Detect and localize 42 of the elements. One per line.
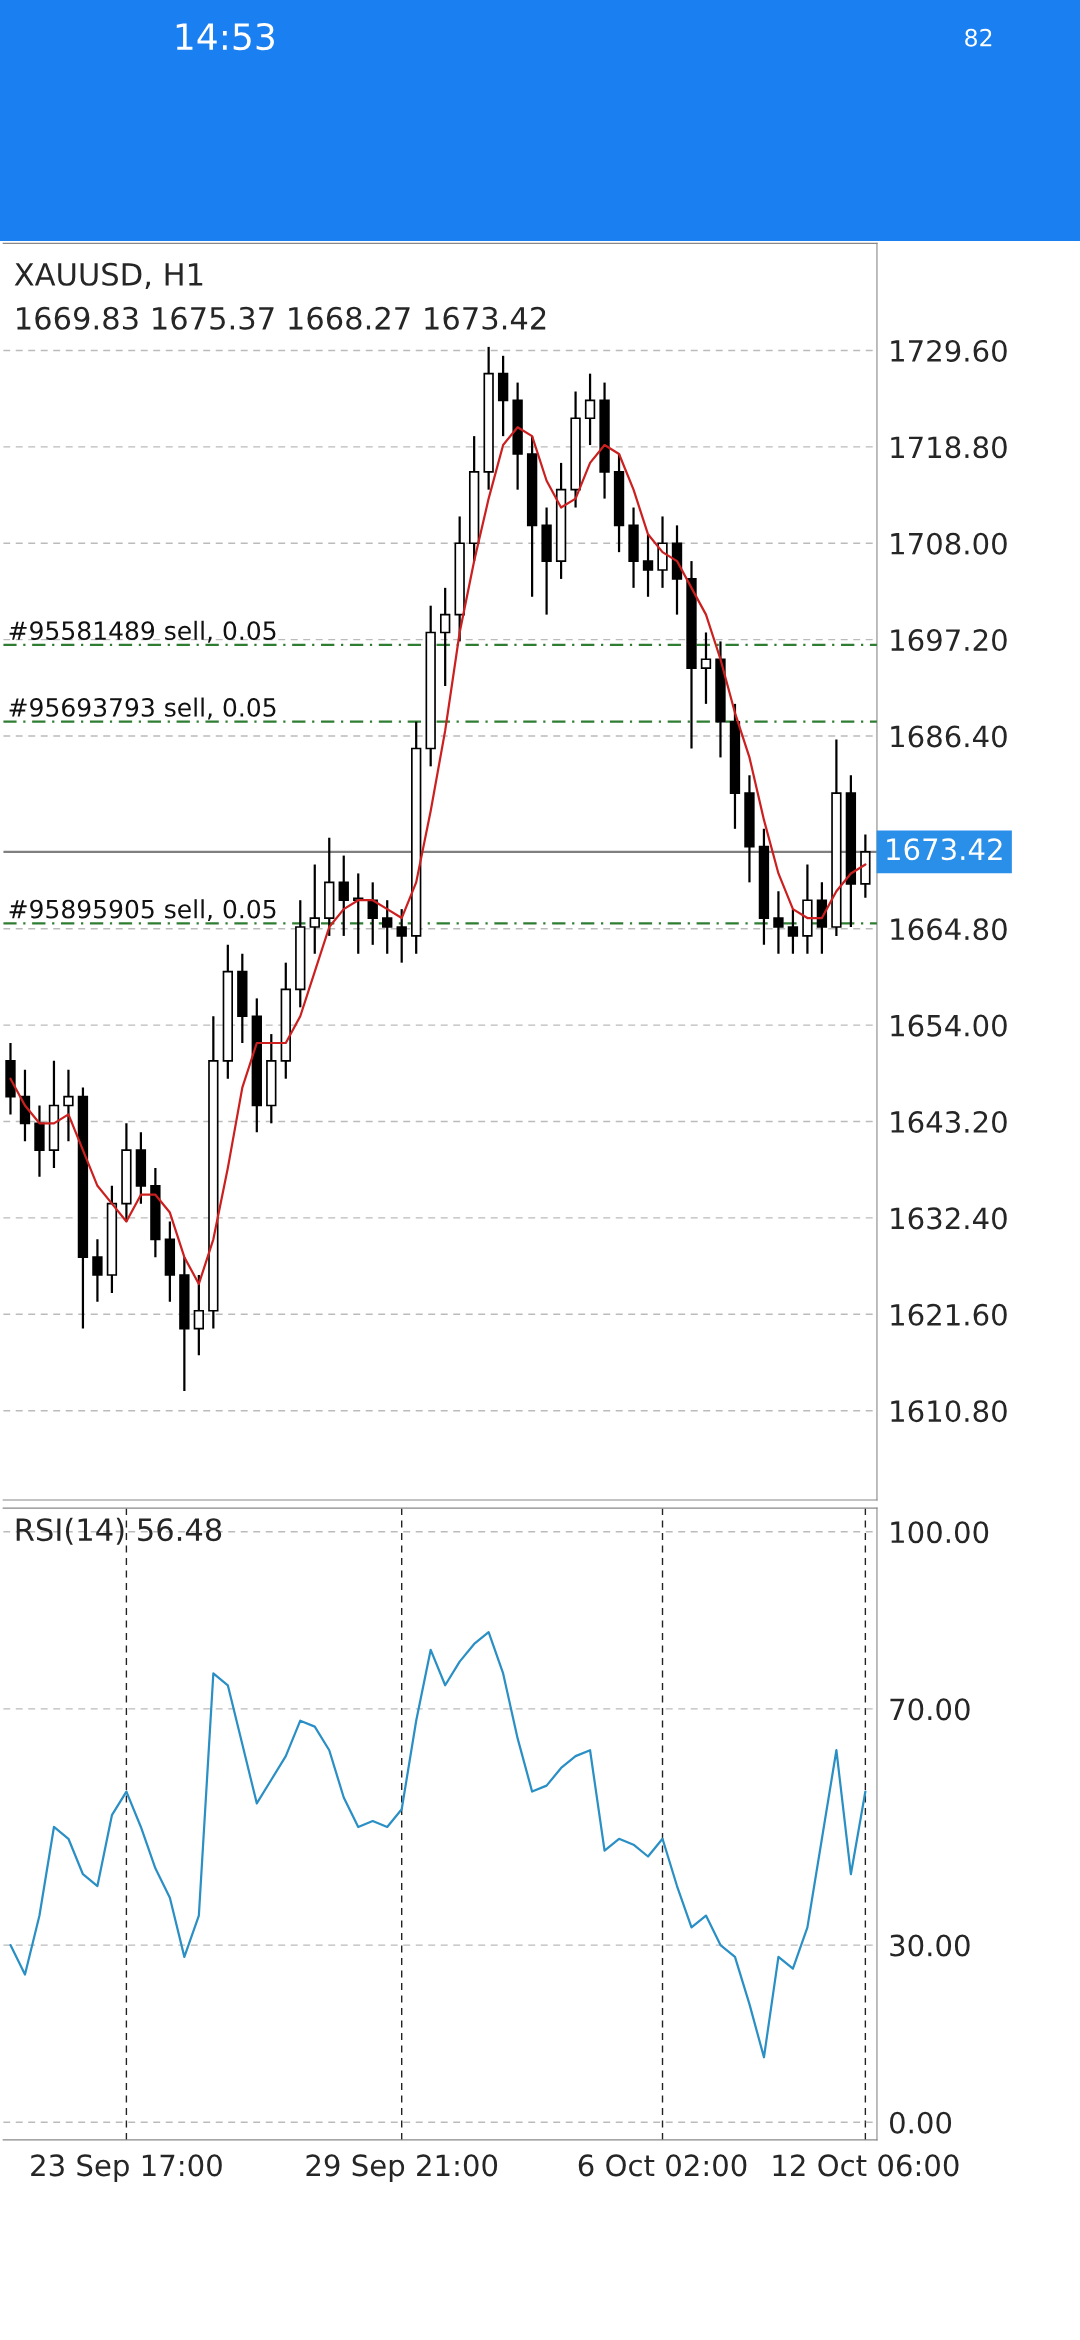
y-tick-label: 1654.00 (891, 1014, 1007, 1037)
y-tick-label: 1686.40 (891, 725, 1007, 748)
candlestick (92, 1238, 103, 1303)
y-tick-label: 1664.80 (891, 918, 1007, 941)
y-tick-label: 30.00 (890, 1934, 970, 1957)
y-tick-label: 1632.40 (891, 1207, 1007, 1230)
y-tick-label: 1643.20 (891, 1110, 1007, 1134)
ref-line-label: 1673.42 (887, 838, 1002, 861)
x-tick-label: 29 Sep 21:00 (306, 2154, 498, 2183)
text: 14:53 (176, 22, 274, 51)
candlestick (584, 372, 596, 447)
chart-title: RSI(14) 56.48 (16, 1517, 222, 1545)
x-tick-label: 23 Sep 17:00 (31, 2154, 222, 2183)
candlestick (787, 908, 799, 955)
candlestick (63, 1068, 74, 1143)
ref-line-label: #95895905 sell, 0.05 (9, 899, 276, 922)
y-tick-label: 1729.60 (891, 339, 1007, 362)
x-tick-label: 6 Oct 02:00 (578, 2154, 747, 2177)
candlestick (642, 533, 654, 598)
y-tick-label: 1697.20 (891, 629, 1007, 652)
candlestick (193, 1273, 205, 1357)
text: 1669.83 1675.37 1668.27 1673.42 (17, 306, 546, 330)
y-tick-label: 1621.60 (891, 1303, 1007, 1326)
text: XAUUSD, H1 (14, 262, 203, 289)
candlestick (338, 854, 349, 938)
ref-line-label: #95581489 sell, 0.05 (9, 620, 276, 643)
y-tick-label: 1718.80 (891, 436, 1007, 459)
y-tick-label: 70.00 (890, 1698, 970, 1721)
line-series (9, 1631, 867, 2059)
candlestick (439, 586, 451, 688)
candlestick (396, 908, 407, 964)
candlestick (773, 890, 784, 955)
y-tick-label: 0.00 (889, 2111, 952, 2134)
ref-line-label: #95693793 sell, 0.05 (9, 697, 276, 720)
y-tick-label: 1708.00 (891, 532, 1007, 555)
candlestick (382, 899, 393, 955)
x-tick-label: 12 Oct 06:00 (773, 2154, 959, 2177)
text: 82 (965, 28, 992, 47)
candlestick (309, 863, 320, 955)
candlestick (700, 631, 712, 705)
y-tick-label: 100.00 (891, 1521, 989, 1544)
y-tick-label: 1610.80 (891, 1400, 1007, 1423)
